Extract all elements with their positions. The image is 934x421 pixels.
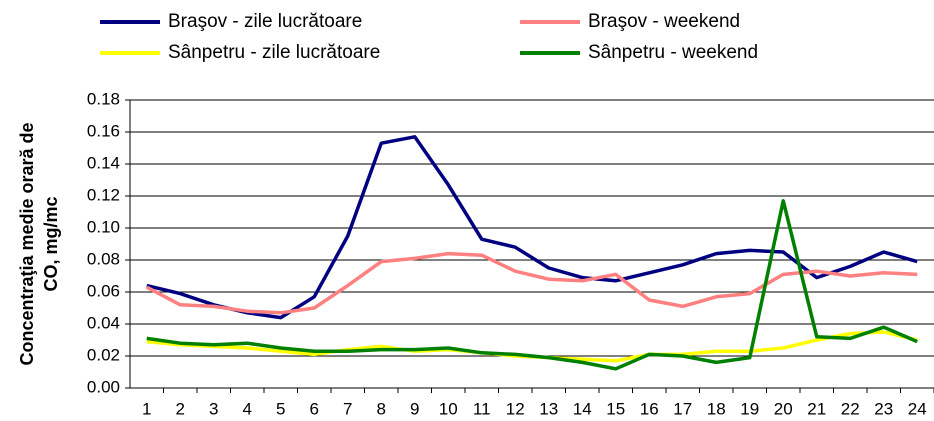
x-tick-label: 19 [740, 399, 759, 418]
line-series [146, 135, 918, 320]
legend-label: Sânpetru - weekend [588, 42, 758, 63]
y-tick-label: 0.16 [87, 121, 120, 140]
x-tick-label: 9 [410, 399, 419, 418]
x-tick-label: 2 [176, 399, 185, 418]
x-tick-label: 23 [874, 399, 893, 418]
x-tick-label: 8 [377, 399, 386, 418]
x-tick-label: 12 [506, 399, 525, 418]
y-tick-label: 0.08 [87, 249, 120, 268]
x-tick-label: 11 [473, 399, 491, 418]
x-tick-label: 14 [573, 399, 592, 418]
x-tick-label: 24 [908, 399, 927, 418]
line-series [145, 251, 918, 315]
x-tick-label: 13 [539, 399, 558, 418]
x-tick-label: 17 [673, 399, 692, 418]
y-tick-label: 0.02 [87, 345, 120, 364]
y-tick-label: 0.00 [87, 377, 120, 396]
legend-label: Braşov - weekend [588, 11, 740, 32]
x-tick-label: 15 [606, 399, 625, 418]
x-tick-label: 16 [640, 399, 659, 418]
x-tick-label: 21 [807, 399, 826, 418]
x-tick-label: 3 [209, 399, 218, 418]
x-tick-label: 6 [310, 399, 319, 418]
x-tick-label: 7 [343, 399, 352, 418]
y-tick-label: 0.18 [87, 89, 120, 108]
x-tick-label: 22 [841, 399, 860, 418]
x-tick-label: 18 [707, 399, 726, 418]
x-tick-label: 1 [142, 399, 151, 418]
x-tick-label: 4 [243, 399, 252, 418]
legend-label: Braşov - zile lucrătoare [168, 11, 362, 32]
x-tick-label: 5 [276, 399, 285, 418]
y-axis-label: Concentraţia medie orară de [17, 122, 37, 365]
line-series [146, 199, 918, 371]
y-tick-label: 0.04 [87, 313, 120, 332]
x-tick-label: 10 [439, 399, 458, 418]
x-tick-label: 20 [774, 399, 793, 418]
y-tick-label: 0.06 [87, 281, 120, 300]
y-tick-label: 0.10 [87, 217, 120, 236]
y-axis-label: CO, mg/mc [41, 196, 61, 291]
legend-label: Sânpetru - zile lucrătoare [168, 42, 380, 63]
y-tick-label: 0.12 [87, 185, 120, 204]
y-tick-label: 0.14 [87, 153, 120, 172]
